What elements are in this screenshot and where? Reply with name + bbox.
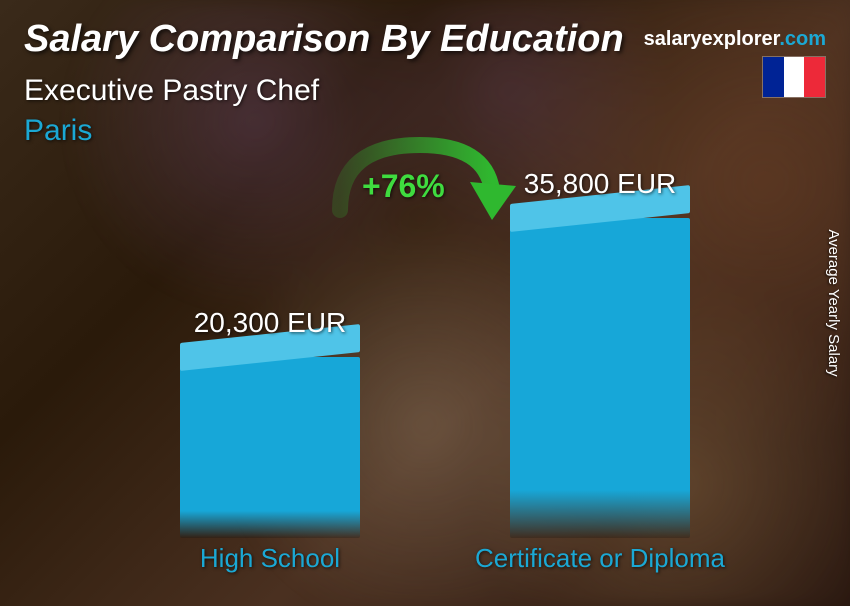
- brand-suffix: .com: [779, 28, 826, 50]
- bar-group: 20,300 EURHigh School: [180, 357, 360, 538]
- bar-group: 35,800 EURCertificate or Diploma: [510, 218, 690, 538]
- bar: 35,800 EUR: [510, 218, 690, 538]
- bar-value: 20,300 EUR: [140, 307, 400, 339]
- bar: 20,300 EUR: [180, 357, 360, 538]
- france-flag-icon: [762, 56, 826, 98]
- bar-label: Certificate or Diploma: [450, 543, 750, 574]
- y-axis-label: Average Yearly Salary: [825, 229, 842, 376]
- bar-front-face: [510, 218, 690, 538]
- bar-chart: 20,300 EURHigh School35,800 EURCertifica…: [0, 154, 800, 574]
- brand-logo: salaryexplorer.com: [644, 28, 826, 51]
- page-subtitle: Executive Pastry Chef: [24, 74, 319, 108]
- flag-stripe-blue: [763, 57, 784, 97]
- bar-label: High School: [120, 543, 420, 574]
- bar-value: 35,800 EUR: [470, 168, 730, 200]
- flag-stripe-white: [784, 57, 805, 97]
- page-title: Salary Comparison By Education: [24, 18, 624, 61]
- brand-prefix: salaryexplorer: [644, 28, 780, 50]
- flag-stripe-red: [804, 57, 825, 97]
- bar-front-face: [180, 357, 360, 538]
- location-label: Paris: [24, 114, 92, 148]
